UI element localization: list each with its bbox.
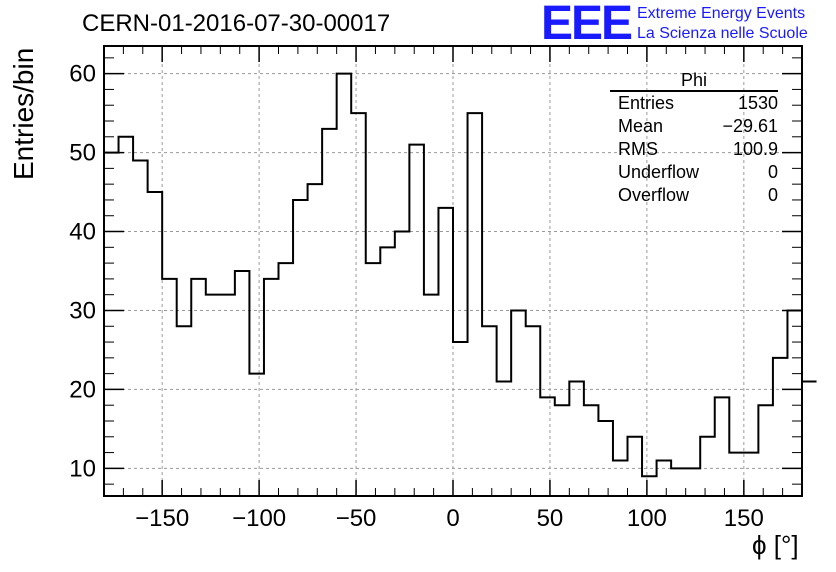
stats-box: Phi Entries 1530 Mean −29.61 RMS 100.9 U… [610, 70, 778, 207]
y-tick-label: 20 [69, 376, 96, 403]
stats-label: Overflow [618, 185, 690, 205]
plot-frame [103, 45, 803, 497]
stats-title: Phi [610, 70, 778, 92]
stats-label: RMS [618, 139, 658, 159]
eee-logo: EEE [541, 0, 633, 50]
tick-labels: −150 −100 −50 0 50 100 150 10 20 30 40 50 60 [69, 61, 764, 532]
stats-value: 0 [767, 162, 778, 182]
x-tick-label: −150 [135, 505, 189, 532]
histogram-line [104, 72, 817, 478]
y-tick-label: 30 [69, 297, 96, 324]
x-tick-label: −100 [232, 505, 286, 532]
stats-label: Underflow [618, 162, 700, 182]
y-tick-label: 60 [69, 61, 96, 88]
stats-row-underflow: Underflow 0 [610, 161, 778, 184]
x-tick-label: 0 [446, 505, 459, 532]
stats-value: 100.9 [732, 139, 778, 159]
stats-row-rms: RMS 100.9 [610, 138, 778, 161]
x-axis-label: ϕ [°] [752, 530, 799, 560]
x-tick-label: 150 [724, 505, 764, 532]
logo-caption: Extreme Energy Events La Scienza nelle S… [637, 4, 808, 44]
y-axis-label: Entries/bin [8, 47, 39, 180]
x-tick-label: 100 [627, 505, 667, 532]
stats-label: Entries [618, 93, 675, 113]
stats-row-overflow: Overflow 0 [610, 184, 778, 207]
x-tick-label: 50 [537, 505, 564, 532]
y-tick-label: 40 [69, 219, 96, 246]
stats-row-mean: Mean −29.61 [610, 115, 778, 138]
axis-ticks [104, 46, 802, 496]
stats-value: 1530 [737, 93, 778, 113]
stats-value: 0 [767, 185, 778, 205]
logo-caption-line2: La Scienza nelle Scuole [637, 25, 808, 42]
logo-caption-line1: Extreme Energy Events [637, 5, 806, 22]
x-tick-label: −50 [336, 505, 377, 532]
y-tick-label: 50 [69, 140, 96, 167]
stats-row-entries: Entries 1530 [610, 92, 778, 115]
stats-label: Mean [618, 116, 664, 136]
y-tick-label: 10 [69, 455, 96, 482]
chart-title: CERN-01-2016-07-30-00017 [82, 10, 391, 37]
stats-value: −29.61 [722, 116, 778, 136]
